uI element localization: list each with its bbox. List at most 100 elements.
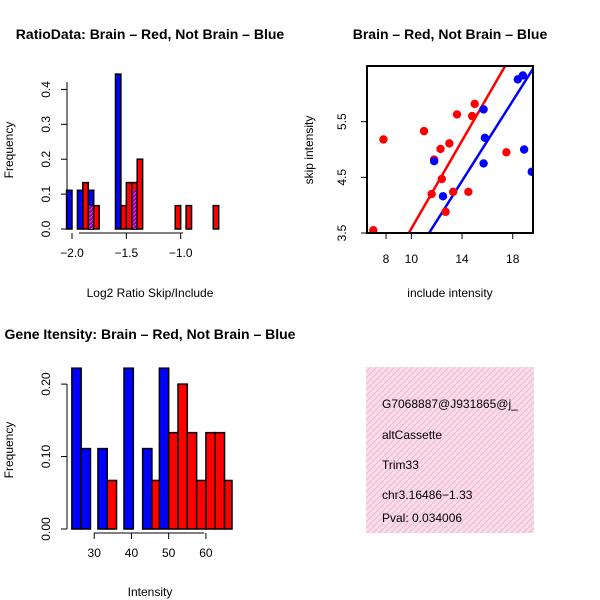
intensity-bar-blue-3 — [123, 367, 135, 530]
scatter-point-blue-8 — [527, 167, 533, 176]
ratio-bar-overlap-5 — [132, 190, 137, 229]
ratio-bar-red-4 — [125, 181, 133, 230]
intensity-bar-blue-0 — [71, 367, 82, 530]
info-location: chr3.16486−1.33 — [382, 488, 473, 502]
info-pval: Pval: 0.034006 — [382, 511, 462, 525]
info-gene-name: Trim33 — [382, 458, 419, 472]
scatter-point-red-11 — [464, 187, 473, 197]
scatter-fit-line-red — [407, 66, 507, 233]
ratio-y-tick-label-3: 0.3 — [39, 116, 53, 133]
intensity-y-ticks: 0.00 0.10 0.20 — [39, 372, 67, 541]
intensity-y-tick-label-1: 0.10 — [39, 445, 53, 469]
scatter-x-tick-label-2: 14 — [455, 252, 469, 266]
info-event-type: altCassette — [382, 428, 442, 442]
ratio-y-tick-label-1: 0.1 — [39, 185, 53, 202]
scatter-x-tick-label-3: 18 — [506, 252, 520, 266]
scatter-point-red-8 — [445, 139, 454, 148]
scatter-panel: Brain – Red, Not Brain – Blue 8 10 14 18 3.… — [302, 26, 547, 300]
scatter-point-red-13 — [470, 99, 479, 109]
scatter-y-ticks: 3.5 4.5 5.5 — [335, 113, 367, 241]
intensity-bar-red-8 — [223, 479, 233, 530]
scatter-point-red-3 — [427, 189, 436, 199]
ratio-bar-red-9 — [212, 204, 220, 230]
intensity-x-tick-label-2: 50 — [162, 546, 176, 560]
scatter-point-red-6 — [437, 174, 446, 184]
scatter-point-blue-3 — [479, 105, 488, 114]
intensity-bar-red-6 — [205, 431, 216, 530]
intensity-bar-red-1 — [151, 479, 161, 530]
scatter-y-tick-label-0: 3.5 — [335, 224, 349, 241]
intensity-bar-blue-4 — [141, 447, 153, 530]
scatter-plot-box — [366, 65, 534, 234]
scatter-point-blue-2 — [479, 159, 488, 168]
scatter-points — [369, 71, 533, 233]
info-probe-id: G7068887@J931865@j_ — [382, 397, 518, 411]
scatter-x-axis-label: include intensity — [407, 286, 492, 300]
intensity-bar-red-7 — [214, 431, 226, 530]
scatter-x-tick-label-1: 10 — [405, 252, 419, 266]
intensity-histogram-panel: Gene Itensity: Brain – Red, Not Brain – … — [2, 326, 296, 599]
ratio-bar-blue-1 — [76, 189, 84, 230]
intensity-bar-red-5 — [195, 479, 207, 530]
ratio-histogram-bars — [65, 73, 220, 230]
scatter-point-red-1 — [379, 135, 388, 144]
scatter-point-red-12 — [467, 111, 477, 121]
info-box-background — [366, 367, 534, 533]
intensity-bar-blue-1 — [80, 447, 92, 530]
ratio-bar-red-8 — [185, 204, 193, 230]
intensity-x-ticks: 30 40 50 60 — [88, 533, 213, 560]
ratio-y-ticks: 0.0 0.1 0.2 0.3 0.4 — [39, 81, 67, 237]
ratio-bar-blue-3 — [114, 73, 122, 230]
intensity-bar-red-3 — [177, 383, 189, 530]
intensity-histogram-title: Gene Itensity: Brain – Red, Not Brain – … — [5, 326, 296, 342]
intensity-bar-red-2 — [167, 431, 179, 530]
scatter-point-blue-0 — [429, 156, 439, 166]
intensity-bar-blue-5 — [158, 367, 170, 530]
ratio-bar-red-0 — [82, 181, 90, 230]
scatter-x-ticks: 8 10 14 18 — [383, 233, 520, 266]
ratio-y-tick-label-0: 0.0 — [39, 220, 53, 237]
intensity-histogram-bars — [71, 367, 233, 530]
ratio-x-axis-label: Log2 Ratio Skip/Include — [87, 286, 214, 300]
scatter-point-red-7 — [441, 207, 450, 217]
intensity-x-tick-label-3: 60 — [199, 546, 213, 560]
ratio-bar-red-6 — [136, 158, 144, 230]
scatter-point-red-5 — [436, 144, 445, 154]
ratio-bar-red-2 — [92, 204, 100, 230]
ratio-bar-overlap-1 — [89, 205, 93, 229]
intensity-bar-red-4 — [186, 431, 198, 530]
scatter-fit-lines — [407, 66, 533, 233]
ratio-bar-red-3 — [120, 204, 128, 230]
intensity-y-tick-label-2: 0.20 — [39, 372, 53, 396]
ratio-histogram-panel: RatioData: Brain – Red, Not Brain – Blue… — [2, 26, 284, 300]
scatter-point-blue-1 — [438, 192, 448, 201]
ratio-y-tick-label-4: 0.4 — [39, 81, 53, 98]
info-panel: G7068887@J931865@j_ altCassette Trim33 c… — [366, 367, 534, 533]
ratio-x-tick-label-1: −1.5 — [114, 246, 138, 260]
scatter-point-blue-6 — [518, 71, 528, 80]
scatter-y-tick-label-1: 4.5 — [335, 169, 349, 186]
scatter-x-tick-label-0: 8 — [383, 252, 390, 266]
ratio-x-tick-label-0: −2.0 — [60, 246, 84, 260]
scatter-point-red-14 — [502, 148, 511, 157]
scatter-y-tick-label-2: 5.5 — [335, 113, 349, 130]
ratio-x-ticks: −2.0 −1.5 −1.0 — [60, 233, 193, 260]
intensity-x-axis-label: Intensity — [128, 585, 173, 599]
intensity-x-tick-label-0: 30 — [88, 546, 102, 560]
ratio-y-tick-label-2: 0.2 — [39, 151, 53, 168]
intensity-bar-red-0 — [106, 479, 118, 530]
ratio-y-axis-label: Frequency — [2, 122, 16, 179]
scatter-title: Brain – Red, Not Brain – Blue — [353, 26, 548, 42]
scatter-y-axis-label: skip intensity — [302, 116, 316, 185]
scatter-point-red-9 — [448, 187, 458, 197]
intensity-y-axis-label: Frequency — [2, 422, 16, 479]
scatter-point-red-0 — [369, 226, 378, 233]
intensity-y-tick-label-0: 0.00 — [39, 517, 53, 541]
intensity-bar-blue-2 — [97, 447, 108, 530]
ratio-x-tick-label-2: −1.0 — [169, 246, 193, 260]
scatter-point-blue-7 — [519, 145, 529, 154]
scatter-fit-line-blue — [428, 68, 533, 233]
intensity-x-tick-label-1: 40 — [125, 546, 139, 560]
scatter-point-red-2 — [419, 126, 429, 136]
